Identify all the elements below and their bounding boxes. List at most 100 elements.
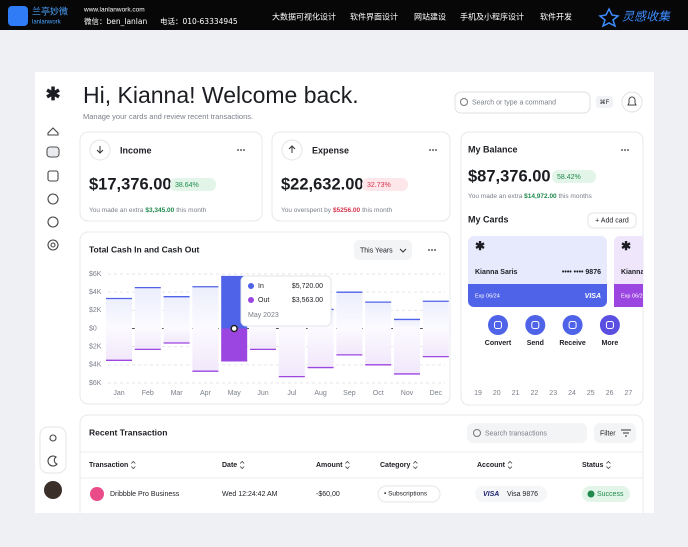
avatar[interactable] xyxy=(44,481,62,499)
x-tick-label: Mar xyxy=(171,390,184,397)
period-select[interactable] xyxy=(354,240,412,260)
tx-filter[interactable] xyxy=(594,423,636,443)
nav-item[interactable]: 大数据可视化设计 xyxy=(272,12,336,22)
sort-icon xyxy=(345,460,350,470)
column-header[interactable]: Account xyxy=(477,462,506,469)
more-dot[interactable] xyxy=(621,149,623,151)
sort-icon xyxy=(507,460,513,470)
expense-note-part: this month xyxy=(362,207,392,214)
more-dot[interactable] xyxy=(627,149,629,151)
column-header[interactable]: Status xyxy=(582,462,604,469)
more-dot[interactable] xyxy=(435,149,437,151)
x-tick-label: Aug xyxy=(314,390,327,397)
more-dot[interactable] xyxy=(432,149,434,151)
banner xyxy=(0,0,688,30)
tx-filter-icon xyxy=(621,429,631,437)
more-dot[interactable] xyxy=(434,249,436,251)
expense-note-part: You overspent by xyxy=(281,207,332,214)
brand-icon xyxy=(598,7,620,28)
tooltip-series: Out xyxy=(258,297,269,304)
tx-account: Visa 9876 xyxy=(507,491,538,498)
tooltip xyxy=(240,275,332,327)
action-button[interactable] xyxy=(562,315,583,335)
phone: 电话：010-63334945 xyxy=(160,16,238,26)
tx-search[interactable] xyxy=(467,423,587,443)
bar xyxy=(106,298,132,329)
bar xyxy=(250,328,276,350)
nav-item[interactable]: 软件界面设计 xyxy=(350,12,398,22)
tx-title: Recent Transaction xyxy=(89,427,167,437)
bar xyxy=(163,296,190,329)
expense-note-part: $5256.00 xyxy=(333,207,360,214)
card-name: Kianna Saris xyxy=(475,269,518,276)
bar xyxy=(336,292,363,329)
tx-icon xyxy=(90,487,104,501)
mini-x-label: 19 xyxy=(474,390,482,397)
more-dot[interactable] xyxy=(428,249,430,251)
chart-title: Total Cash In and Cash Out xyxy=(89,244,200,254)
action-label[interactable]: Receive xyxy=(559,340,586,347)
more-dot[interactable] xyxy=(243,149,245,151)
card-band xyxy=(468,284,607,307)
more-dot[interactable] xyxy=(429,149,431,151)
add-card-button[interactable] xyxy=(587,212,637,229)
column-header[interactable]: Amount xyxy=(316,462,343,469)
card-exp: Exp 06/2 xyxy=(621,293,643,299)
column-header[interactable]: Category xyxy=(380,462,410,469)
nav-item[interactable]: 手机及小程序设计 xyxy=(460,12,524,22)
bar xyxy=(278,328,305,377)
search-placeholder: Search or type a command xyxy=(472,99,556,106)
tooltip-value: $3,563.00 xyxy=(292,297,323,304)
expense-label: Expense xyxy=(312,145,349,155)
x-tick-label: Jul xyxy=(287,390,296,397)
x-tick-label: May xyxy=(228,390,242,397)
dashboard: ✱ Hi, Kianna! Welcome back. Manage your … xyxy=(35,72,654,513)
tx-filter-label[interactable]: Filter xyxy=(600,430,616,437)
tx-search-icon xyxy=(473,429,481,437)
expense-amount: $22,632.00 xyxy=(281,175,364,193)
more-dot[interactable] xyxy=(624,149,626,151)
bell[interactable] xyxy=(621,91,643,113)
logo-icon xyxy=(8,6,28,26)
tx-account-pill xyxy=(475,486,547,502)
more-dot[interactable] xyxy=(237,149,239,151)
balance-change: 58.42% xyxy=(557,174,581,181)
action-button[interactable] xyxy=(525,315,546,335)
x-tick-label: Sep xyxy=(343,390,356,397)
column-header[interactable]: Transaction xyxy=(89,462,128,469)
card-name: Kianna xyxy=(621,269,644,276)
theme-toggle[interactable] xyxy=(39,426,67,474)
income-label: Income xyxy=(120,145,152,155)
action-button[interactable] xyxy=(599,315,620,335)
action-button[interactable] xyxy=(488,315,508,335)
nav-item[interactable]: 软件开发 xyxy=(540,12,572,22)
card-brand: VISA xyxy=(585,293,601,300)
action-label[interactable]: Send xyxy=(527,340,544,347)
x-tick-label: Dec xyxy=(430,390,443,397)
period[interactable]: This Years xyxy=(360,247,393,254)
expense-note: You overspent by $5256.00 this month xyxy=(281,207,392,214)
action-icon xyxy=(494,321,502,329)
action-label[interactable]: More xyxy=(602,340,619,347)
brand[interactable]: 灵感收集 xyxy=(622,10,671,24)
x-tick-label: Oct xyxy=(373,390,384,397)
nav-item[interactable]: 网站建设 xyxy=(414,12,446,22)
column-header[interactable]: Date xyxy=(222,462,237,469)
more-dot[interactable] xyxy=(240,149,242,151)
y-tick-label: $4K xyxy=(89,362,102,369)
balance-badge xyxy=(552,170,596,183)
tx-category: • Subscriptions xyxy=(384,491,428,498)
x-tick-label: Feb xyxy=(142,390,154,397)
more-dot[interactable] xyxy=(431,249,433,251)
search-box[interactable] xyxy=(454,91,591,114)
card-band xyxy=(614,284,643,307)
tx-search-placeholder: Search transactions xyxy=(485,430,547,437)
mini-x-label: 23 xyxy=(549,390,557,397)
income-amount: $17,376.00 xyxy=(89,175,172,193)
sidebar-icons[interactable] xyxy=(46,127,60,467)
x-tick-label: Jan xyxy=(113,390,124,397)
add-card[interactable]: + Add card xyxy=(595,217,629,224)
period-caret xyxy=(399,248,407,253)
action-label[interactable]: Convert xyxy=(485,340,512,347)
